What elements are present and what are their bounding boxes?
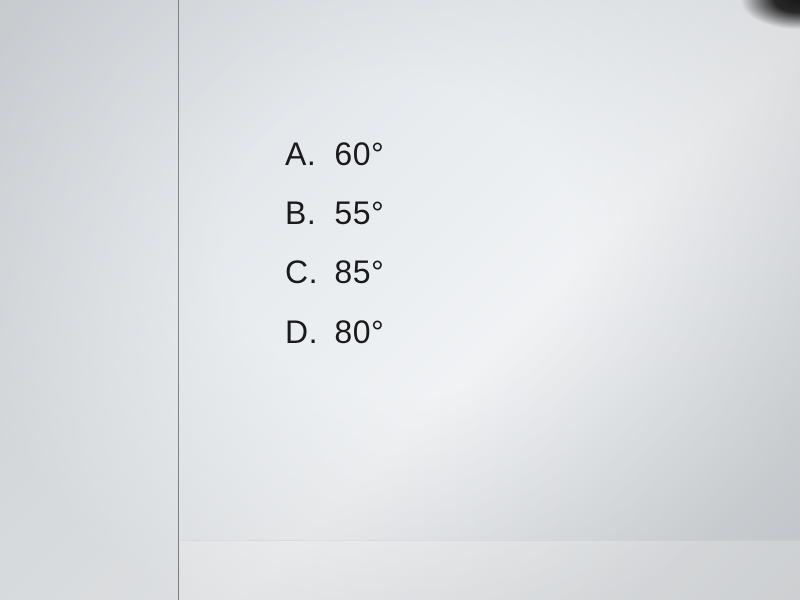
option-value: 85° bbox=[334, 254, 384, 290]
option-c: C. 85° bbox=[285, 243, 384, 302]
option-value: 60° bbox=[334, 136, 384, 172]
bottom-panel bbox=[180, 540, 800, 600]
option-b: B. 55° bbox=[285, 184, 384, 243]
option-letter: B. bbox=[285, 184, 325, 243]
option-value: 80° bbox=[334, 314, 384, 350]
option-a: A. 60° bbox=[285, 125, 384, 184]
vertical-divider-line bbox=[178, 0, 179, 600]
option-letter: D. bbox=[285, 303, 325, 362]
option-value: 55° bbox=[334, 195, 384, 231]
option-d: D. 80° bbox=[285, 303, 384, 362]
corner-shadow bbox=[740, 0, 800, 30]
option-letter: A. bbox=[285, 125, 325, 184]
vignette-overlay bbox=[0, 0, 800, 600]
answer-options-list: A. 60° B. 55° C. 85° D. 80° bbox=[285, 125, 384, 362]
option-letter: C. bbox=[285, 243, 325, 302]
